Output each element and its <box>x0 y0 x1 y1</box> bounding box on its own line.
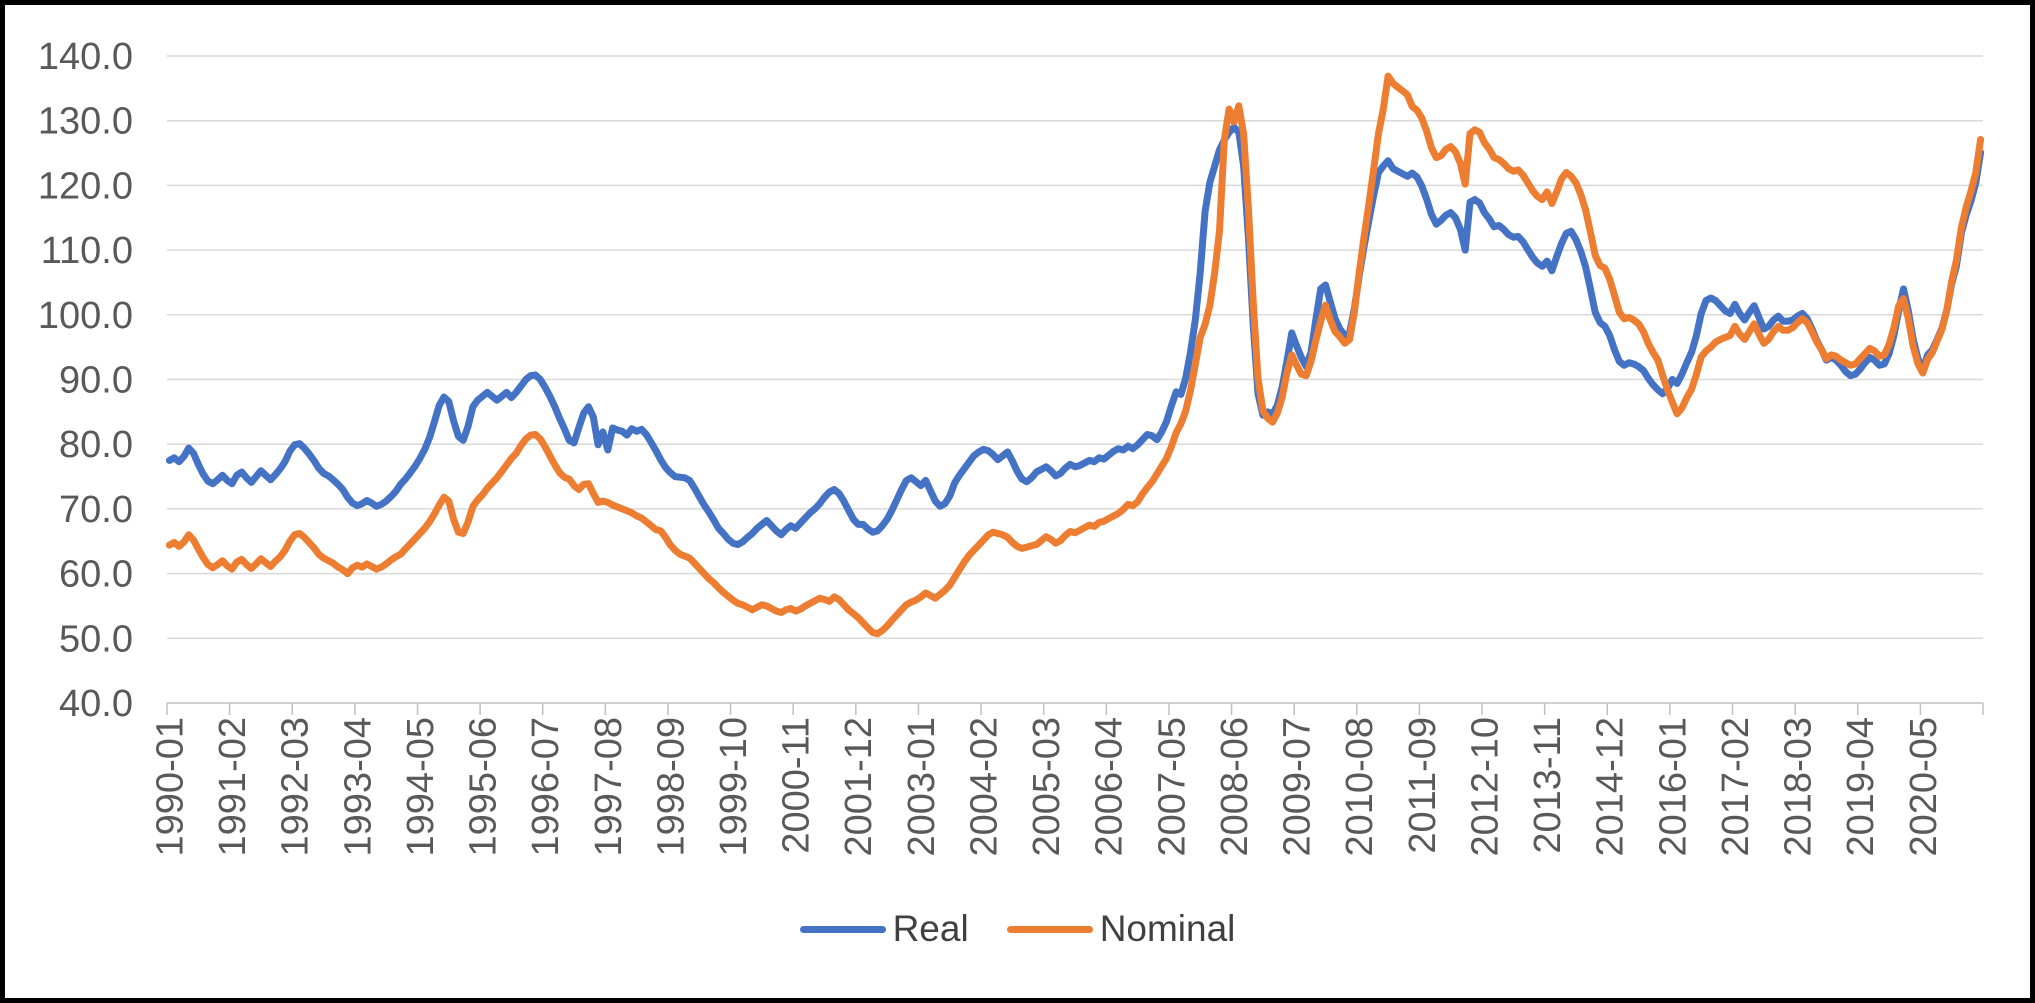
y-tick-label: 130.0 <box>38 101 133 143</box>
x-tick-label: 2010-08 <box>1339 717 1381 856</box>
chart-legend: Real Nominal <box>5 908 2030 950</box>
y-tick-label: 40.0 <box>59 683 133 725</box>
x-tick-label: 1997-08 <box>588 717 630 856</box>
y-tick-label: 80.0 <box>59 424 133 466</box>
x-tick-label: 1994-05 <box>400 717 442 856</box>
legend-item-real: Real <box>799 908 969 950</box>
x-tick-label: 2006-04 <box>1089 717 1131 856</box>
x-tick-label: 2016-01 <box>1652 717 1694 856</box>
x-tick-label: 1993-04 <box>337 717 379 856</box>
real-series-swatch <box>799 925 886 933</box>
y-tick-label: 90.0 <box>59 360 133 402</box>
y-tick-label: 100.0 <box>38 295 133 337</box>
x-tick-label: 1998-09 <box>650 717 692 856</box>
x-tick-label: 2009-07 <box>1277 717 1319 856</box>
x-tick-label: 2000-11 <box>776 717 818 854</box>
x-tick-label: 2001-12 <box>838 717 880 856</box>
y-tick-label: 140.0 <box>38 36 133 78</box>
real-series-label: Real <box>892 908 969 949</box>
x-tick-label: 2013-11 <box>1527 717 1569 854</box>
x-tick-label: 2019-04 <box>1840 717 1882 856</box>
x-tick-label: 2011-09 <box>1402 717 1444 854</box>
y-tick-label: 120.0 <box>38 165 133 207</box>
x-tick-label: 1991-02 <box>212 717 254 856</box>
y-tick-label: 60.0 <box>59 554 133 596</box>
x-tick-label: 1996-07 <box>525 717 567 856</box>
x-tick-label: 1990-01 <box>149 717 191 856</box>
y-tick-label: 110.0 <box>41 230 133 272</box>
x-tick-label: 2017-02 <box>1715 717 1757 856</box>
x-tick-label: 1999-10 <box>713 717 755 856</box>
y-axis-labels: 140.0 130.0 120.0 110.0 100.0 90.0 80.0 70.0 60.… <box>38 36 133 725</box>
gridlines <box>167 55 1983 640</box>
nominal-series-swatch <box>1006 925 1093 933</box>
price-index-line-chart: 140.0 130.0 120.0 110.0 100.0 90.0 80.0 70.0 60.… <box>38 36 1985 856</box>
x-tick-label: 1992-03 <box>275 717 317 856</box>
x-tick-label: 2014-12 <box>1590 717 1632 856</box>
x-axis <box>166 702 1984 715</box>
x-tick-label: 2004-02 <box>963 717 1005 856</box>
x-tick-label: 2003-01 <box>901 717 943 856</box>
legend-item-nominal: Nominal <box>1006 908 1236 950</box>
nominal-series-label: Nominal <box>1099 908 1236 949</box>
x-tick-label: 2020-05 <box>1903 717 1945 856</box>
x-tick-label: 2005-03 <box>1026 717 1068 856</box>
x-tick-label: 1995-06 <box>463 717 505 856</box>
y-tick-label: 70.0 <box>59 489 133 531</box>
real-series-line <box>165 123 1985 548</box>
x-tick-label: 2007-05 <box>1151 717 1193 856</box>
x-tick-label: 2008-06 <box>1214 717 1256 856</box>
y-tick-label: 50.0 <box>59 618 133 660</box>
nominal-series-line <box>165 72 1985 638</box>
x-axis-labels: 1990-01 1991-02 1992-03 1993-04 1994-05 1995-… <box>149 717 1944 856</box>
x-tick-label: 2018-03 <box>1778 717 1820 856</box>
x-tick-label: 2012-10 <box>1464 717 1506 856</box>
